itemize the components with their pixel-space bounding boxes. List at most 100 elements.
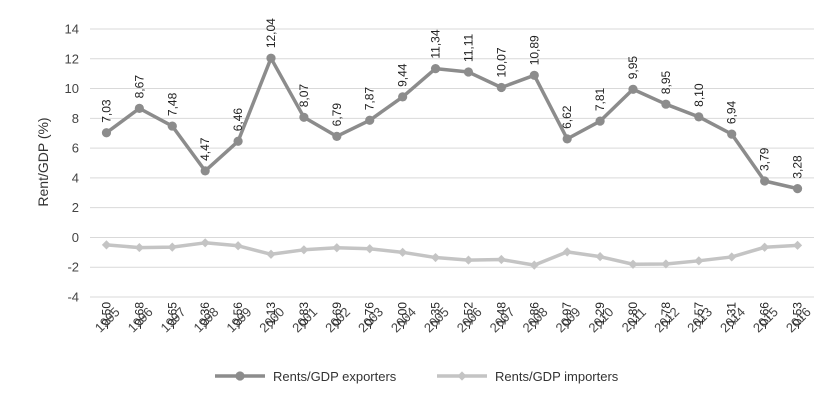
data-point: [332, 131, 342, 141]
data-label: 10,89: [527, 35, 541, 65]
legend-label: Rents/GDP importers: [495, 369, 619, 384]
data-label: 11,11: [461, 33, 475, 62]
data-point: [529, 70, 539, 80]
data-point: [200, 238, 210, 248]
data-point: [233, 136, 243, 146]
data-point: [167, 242, 177, 252]
data-point: [200, 166, 210, 176]
data-label: 3,28: [791, 155, 805, 179]
data-point: [101, 128, 112, 138]
data-point: [134, 242, 144, 253]
y-tick-label: -2: [67, 260, 79, 275]
data-label: -0,76: [363, 302, 377, 330]
data-point: [299, 245, 309, 255]
data-point: [266, 249, 276, 259]
data-label: 10,07: [494, 47, 508, 77]
data-label: -1,80: [626, 302, 640, 330]
data-point: [661, 99, 671, 109]
y-axis-label: Rent/GDP (%): [35, 117, 51, 206]
data-label: 7,81: [593, 87, 607, 111]
data-point: [694, 256, 704, 266]
data-point: [398, 247, 408, 257]
data-label: 9,44: [396, 63, 410, 87]
y-tick-label: 0: [72, 230, 79, 245]
y-tick-label: 8: [72, 111, 79, 126]
data-point: [760, 242, 770, 252]
data-point: [463, 67, 474, 77]
data-point: [365, 244, 375, 254]
legend-label: Rents/GDP exporters: [273, 369, 397, 384]
data-point: [628, 84, 638, 94]
data-label: 8,10: [692, 83, 706, 107]
data-label: 7,87: [363, 87, 377, 111]
data-point: [101, 240, 112, 250]
data-point: [529, 260, 539, 270]
data-point: [595, 116, 605, 126]
data-label: -1,31: [725, 302, 739, 330]
y-tick-label: 4: [72, 170, 79, 185]
y-tick-label: 10: [65, 81, 79, 96]
y-tick-label: 12: [65, 51, 79, 66]
data-point: [496, 254, 506, 265]
data-point: [562, 134, 572, 144]
y-tick-label: -4: [67, 290, 79, 305]
legend: Rents/GDP exporters Rents/GDP importers: [215, 369, 619, 384]
y-tick-label: 14: [65, 22, 79, 37]
grid: [90, 28, 814, 298]
data-point: [661, 259, 671, 269]
series: [101, 53, 803, 270]
data-label: -1,00: [396, 302, 410, 330]
data-point: [398, 92, 408, 102]
data-point: [595, 252, 605, 262]
data-label: 6,62: [560, 105, 574, 129]
data-label: 7,48: [165, 92, 179, 116]
data-label: 6,46: [231, 108, 245, 132]
y-tick-label: 6: [72, 141, 79, 156]
data-point: [463, 255, 474, 265]
data-label: -0,83: [297, 302, 311, 330]
data-point: [727, 129, 737, 139]
data-label: 6,79: [330, 103, 344, 127]
data-point: [332, 243, 342, 253]
data-point: [233, 241, 243, 251]
data-label: -1,78: [659, 302, 673, 330]
y-tick-label: 2: [72, 200, 79, 215]
data-point: [430, 64, 441, 74]
data-point: [365, 115, 375, 125]
series-line: [105, 56, 798, 191]
y-tick-labels: 14 12 10 8 6 4 2 0 -2 -4: [65, 22, 79, 305]
data-point: [628, 259, 638, 269]
data-label: 3,79: [758, 147, 772, 171]
data-label: -1,86: [527, 302, 541, 330]
data-point: [299, 112, 309, 122]
data-label: -1,48: [494, 302, 508, 330]
data-label: -0,69: [330, 302, 344, 330]
series-line: [106, 241, 798, 267]
data-label: -1,29: [593, 302, 607, 330]
data-label: 9,95: [626, 56, 640, 80]
data-label: 12,04: [264, 18, 278, 48]
data-label: 4,47: [198, 137, 212, 161]
data-point: [760, 176, 770, 186]
legend-marker: [457, 371, 467, 381]
data-label: 11,34: [429, 29, 443, 58]
data-point: [562, 247, 572, 257]
data-label: 8,67: [132, 75, 146, 99]
data-point: [266, 53, 276, 63]
data-point: [167, 121, 177, 131]
data-label: -1,52: [461, 302, 475, 330]
data-point: [430, 252, 441, 263]
data-point: [727, 252, 737, 262]
data-label: -1,35: [429, 302, 443, 330]
data-label: -0,66: [758, 302, 772, 330]
data-label: -0,50: [99, 302, 113, 330]
data-label: 8,95: [659, 71, 673, 95]
data-label: -0,36: [198, 302, 212, 330]
data-label: -1,13: [264, 302, 278, 330]
data-label: -0,97: [560, 302, 574, 330]
data-label: -0,65: [165, 302, 179, 330]
data-label: -0,56: [231, 302, 245, 330]
data-point: [792, 240, 803, 250]
